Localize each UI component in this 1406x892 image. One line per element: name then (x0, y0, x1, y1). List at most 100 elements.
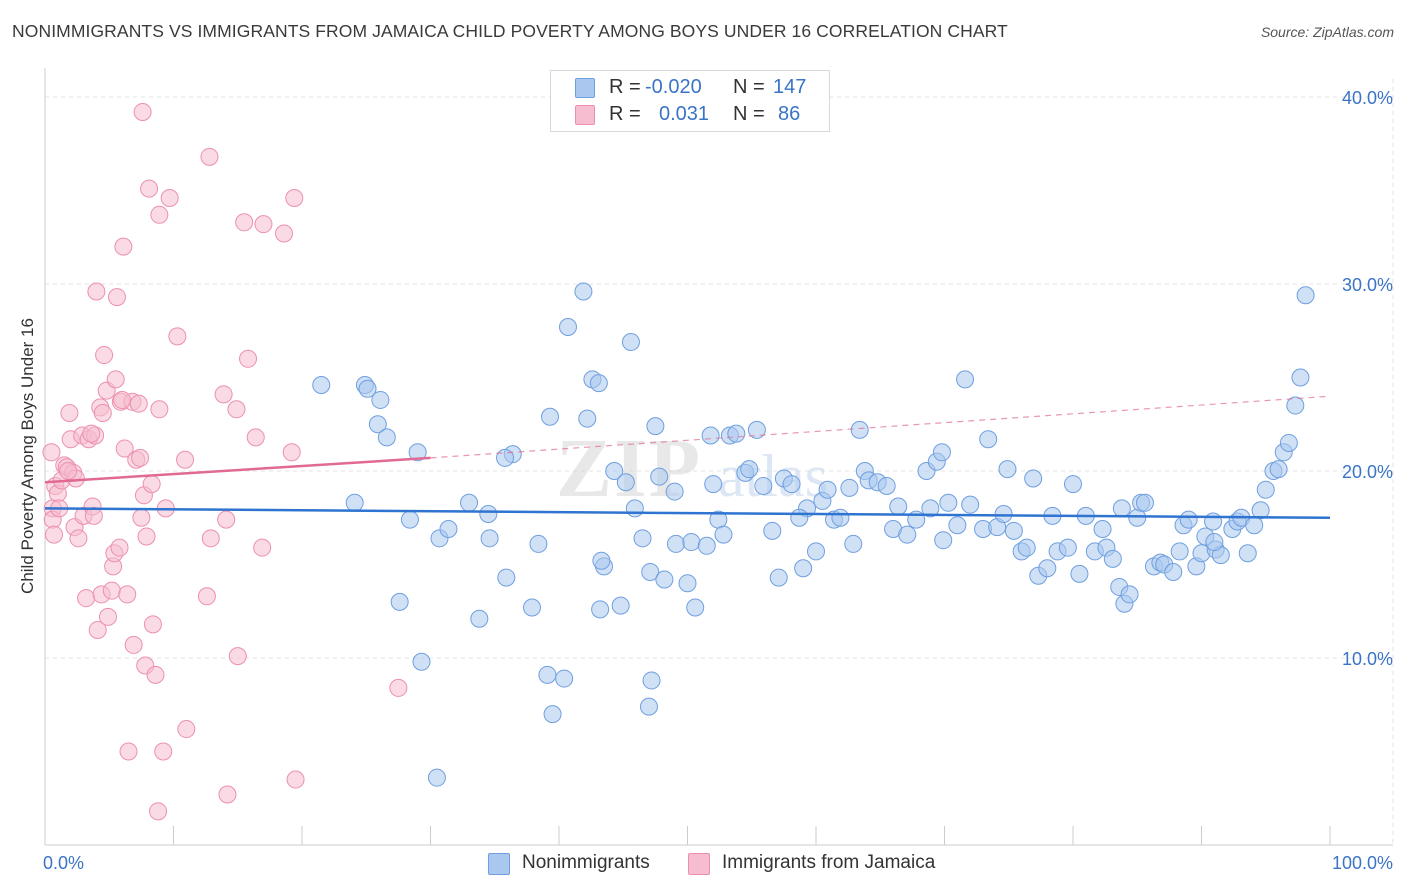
nonimmigrant-point (1120, 585, 1139, 604)
nonimmigrants-trend-line (44, 507, 1331, 519)
nonimmigrant-point (578, 409, 597, 428)
y-tick-label: 20.0% (1342, 462, 1393, 482)
nonimmigrant-point (1170, 542, 1189, 561)
nonimmigrant-point (666, 534, 685, 553)
jamaica-point (282, 443, 301, 462)
y-axis-title: Child Poverty Among Boys Under 16 (18, 318, 37, 594)
correlation-legend: R = -0.020 N = 147 R = 0.031 N = 86 (550, 70, 830, 132)
nonimmigrant-point (592, 551, 611, 570)
jamaica-trend-line (44, 456, 431, 484)
jamaica-point (114, 237, 133, 256)
x-tick-label: 0.0% (43, 853, 84, 873)
jamaica-point (253, 538, 272, 557)
nonimmigrant-point (794, 559, 813, 578)
nonimmigrant-point (412, 652, 431, 671)
nonimmigrant-point (898, 525, 917, 544)
nonimmigrant-point (1112, 499, 1131, 518)
immigrants-jamaica-points (42, 102, 408, 821)
nonimmigrant-point (541, 407, 560, 426)
jamaica-trend-extension (430, 395, 1331, 459)
nonimmigrant-point (979, 430, 998, 449)
y-tick-label: 10.0% (1342, 649, 1393, 669)
nonimmigrant-point (1296, 286, 1315, 305)
watermark-zip: ZIP (556, 422, 702, 515)
jamaica-point (118, 585, 137, 604)
jamaica-point (115, 439, 134, 458)
nonimmigrant-point (408, 443, 427, 462)
nonimmigrant-point (1038, 559, 1057, 578)
jamaica-point (88, 620, 107, 639)
nonimmigrant-point (1269, 460, 1288, 479)
bottom-legend-swatch-pink (688, 853, 710, 875)
nonimmigrant-point (616, 473, 635, 492)
jamaica-point (93, 404, 112, 423)
nonimmigrant-point (1286, 396, 1305, 415)
jamaica-point (102, 581, 121, 600)
jamaica-point (143, 615, 162, 634)
bottom-legend-label: Nonimmigrants (522, 852, 650, 873)
jamaica-point (60, 404, 79, 423)
legend-r-label: R = (609, 103, 641, 125)
nonimmigrant-point (1251, 501, 1270, 520)
jamaica-point (154, 742, 173, 761)
nonimmigrant-point (889, 497, 908, 516)
nonimmigrant-point (470, 609, 489, 628)
nonimmigrant-point (1256, 480, 1275, 499)
nonimmigrant-point (1164, 562, 1183, 581)
nonimmigrant-point (377, 428, 396, 447)
nonimmigrant-point (1179, 510, 1198, 529)
jamaica-point (168, 327, 187, 346)
legend-r-value: -0.020 (645, 76, 702, 98)
nonimmigrant-point (480, 529, 499, 548)
jamaica-point (69, 529, 88, 548)
nonimmigrant-point (589, 374, 608, 393)
nonimmigrant-point (807, 542, 825, 561)
nonimmigrant-point (591, 600, 610, 619)
nonimmigrant-point (1017, 538, 1036, 557)
chart-title: NONIMMIGRANTS VS IMMIGRANTS FROM JAMAICA… (12, 21, 1008, 41)
nonimmigrant-point (939, 493, 958, 512)
nonimmigrant-point (998, 460, 1017, 479)
jamaica-point (113, 390, 132, 409)
watermark-atlas: atlas (718, 443, 828, 509)
watermark: ZIP atlas (556, 422, 828, 515)
nonimmigrant-point (994, 505, 1013, 524)
nonimmigrant-point (782, 475, 801, 494)
nonimmigrant-point (1058, 538, 1077, 557)
jamaica-point (132, 508, 151, 527)
jamaica-point (131, 448, 150, 467)
nonimmigrant-point (460, 493, 479, 512)
jamaica-point (133, 102, 152, 121)
jamaica-point (82, 424, 101, 443)
jamaica-point (129, 394, 148, 413)
jamaica-point (275, 224, 294, 243)
nonimmigrant-point (697, 536, 716, 555)
nonimmigrant-point (400, 510, 419, 529)
grid-layer (45, 79, 1394, 845)
nonimmigrant-point (1204, 512, 1223, 531)
nonimmigrant-point (497, 568, 516, 587)
nonimmigrant-point (850, 420, 869, 439)
jamaica-point (239, 349, 258, 368)
tick-labels: 10.0% 20.0% 30.0% 40.0% 0.0% 100.0% (43, 88, 1393, 873)
nonimmigrant-point (932, 443, 951, 462)
jamaica-point (42, 443, 61, 462)
jamaica-point (137, 527, 156, 546)
nonimmigrant-point (665, 482, 684, 501)
bottom-legend-swatch-blue (488, 853, 510, 875)
jamaica-point (235, 213, 254, 232)
nonimmigrant-point (1291, 368, 1310, 387)
jamaica-point (98, 607, 117, 626)
jamaica-point (142, 475, 161, 494)
nonimmigrant-point (543, 705, 562, 724)
y-tick-label: 40.0% (1342, 88, 1393, 108)
nonimmigrant-point (479, 505, 498, 524)
jamaica-point (197, 587, 216, 606)
x-tick-label: 100.0% (1332, 853, 1393, 873)
nonimmigrant-point (611, 596, 630, 615)
nonimmigrant-point (312, 375, 331, 394)
nonimmigrant-point (704, 475, 723, 494)
nonimmigrant-point (1205, 533, 1224, 552)
nonimmigrant-point (529, 534, 548, 553)
nonimmigrant-point (439, 519, 458, 538)
